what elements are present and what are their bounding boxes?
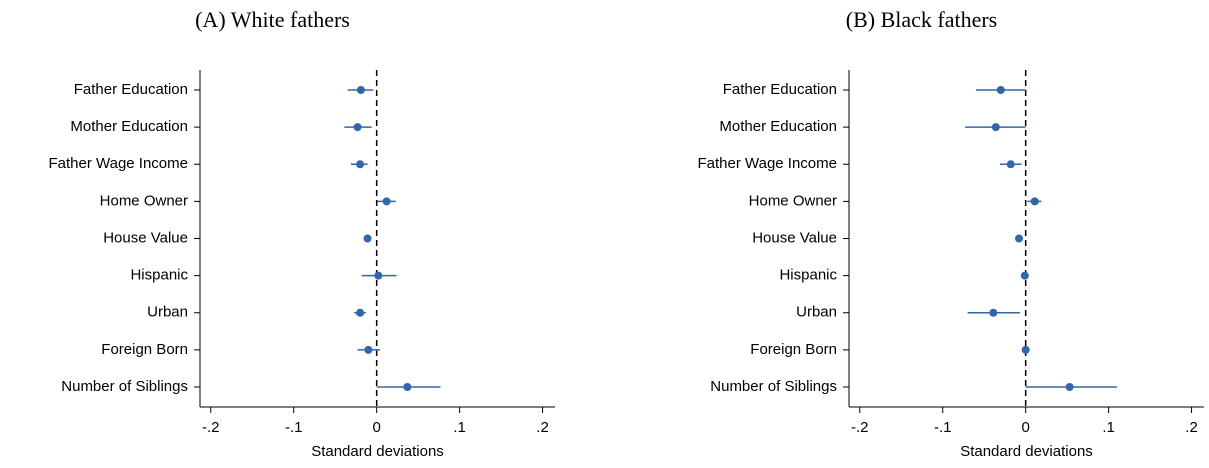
x-tick-label: 0	[372, 419, 380, 436]
x-tick-label: -.2	[202, 419, 220, 436]
y-tick-label: Father Education	[723, 81, 837, 98]
y-tick-label: Foreign Born	[750, 341, 837, 358]
x-tick-label: .2	[536, 419, 549, 436]
y-tick-label: Hispanic	[779, 267, 837, 284]
point-estimate	[996, 86, 1005, 94]
x-axis-label: Standard deviations	[960, 443, 1093, 460]
point-estimate	[991, 123, 1000, 132]
point-estimate	[374, 271, 383, 280]
x-tick-label: .1	[1102, 419, 1115, 436]
point-estimate	[1015, 234, 1024, 243]
y-tick-label: Father Education	[74, 81, 188, 98]
y-tick-label: Home Owner	[100, 192, 188, 209]
panel-title: (B) Black fathers	[846, 7, 998, 32]
panel-title: (A) White fathers	[195, 7, 350, 32]
x-tick-label: -.1	[285, 419, 303, 436]
y-tick-label: Foreign Born	[101, 341, 188, 358]
point-estimate	[1021, 345, 1030, 354]
point-estimate	[356, 308, 365, 317]
point-estimate	[1006, 160, 1015, 169]
point-estimate	[1065, 383, 1074, 391]
y-tick-label: Number of Siblings	[61, 378, 188, 395]
point-estimate	[364, 345, 373, 354]
x-tick-label: 0	[1021, 419, 1029, 436]
point-estimate	[1020, 271, 1029, 280]
y-tick-label: Number of Siblings	[710, 378, 837, 395]
x-tick-label: -.2	[851, 419, 869, 436]
x-tick-label: .2	[1185, 419, 1198, 436]
y-tick-label: Mother Education	[70, 118, 188, 135]
point-estimate	[356, 160, 365, 169]
y-tick-label: House Value	[752, 229, 837, 246]
point-estimate	[356, 86, 365, 94]
point-estimate	[353, 123, 362, 132]
y-tick-label: House Value	[103, 229, 188, 246]
x-tick-label: .1	[453, 419, 466, 436]
point-estimate	[1030, 197, 1039, 206]
y-tick-label: Father Wage Income	[48, 155, 188, 172]
y-tick-label: Mother Education	[719, 118, 837, 135]
y-tick-label: Hispanic	[130, 267, 188, 284]
point-estimate	[989, 308, 998, 317]
y-tick-label: Urban	[147, 304, 188, 321]
point-estimate	[403, 383, 412, 391]
point-estimate	[363, 234, 372, 243]
x-axis-label: Standard deviations	[311, 443, 444, 460]
point-estimate	[382, 197, 391, 206]
x-tick-label: -.1	[934, 419, 952, 436]
y-tick-label: Father Wage Income	[697, 155, 837, 172]
y-tick-label: Home Owner	[749, 192, 837, 209]
y-tick-label: Urban	[796, 304, 837, 321]
